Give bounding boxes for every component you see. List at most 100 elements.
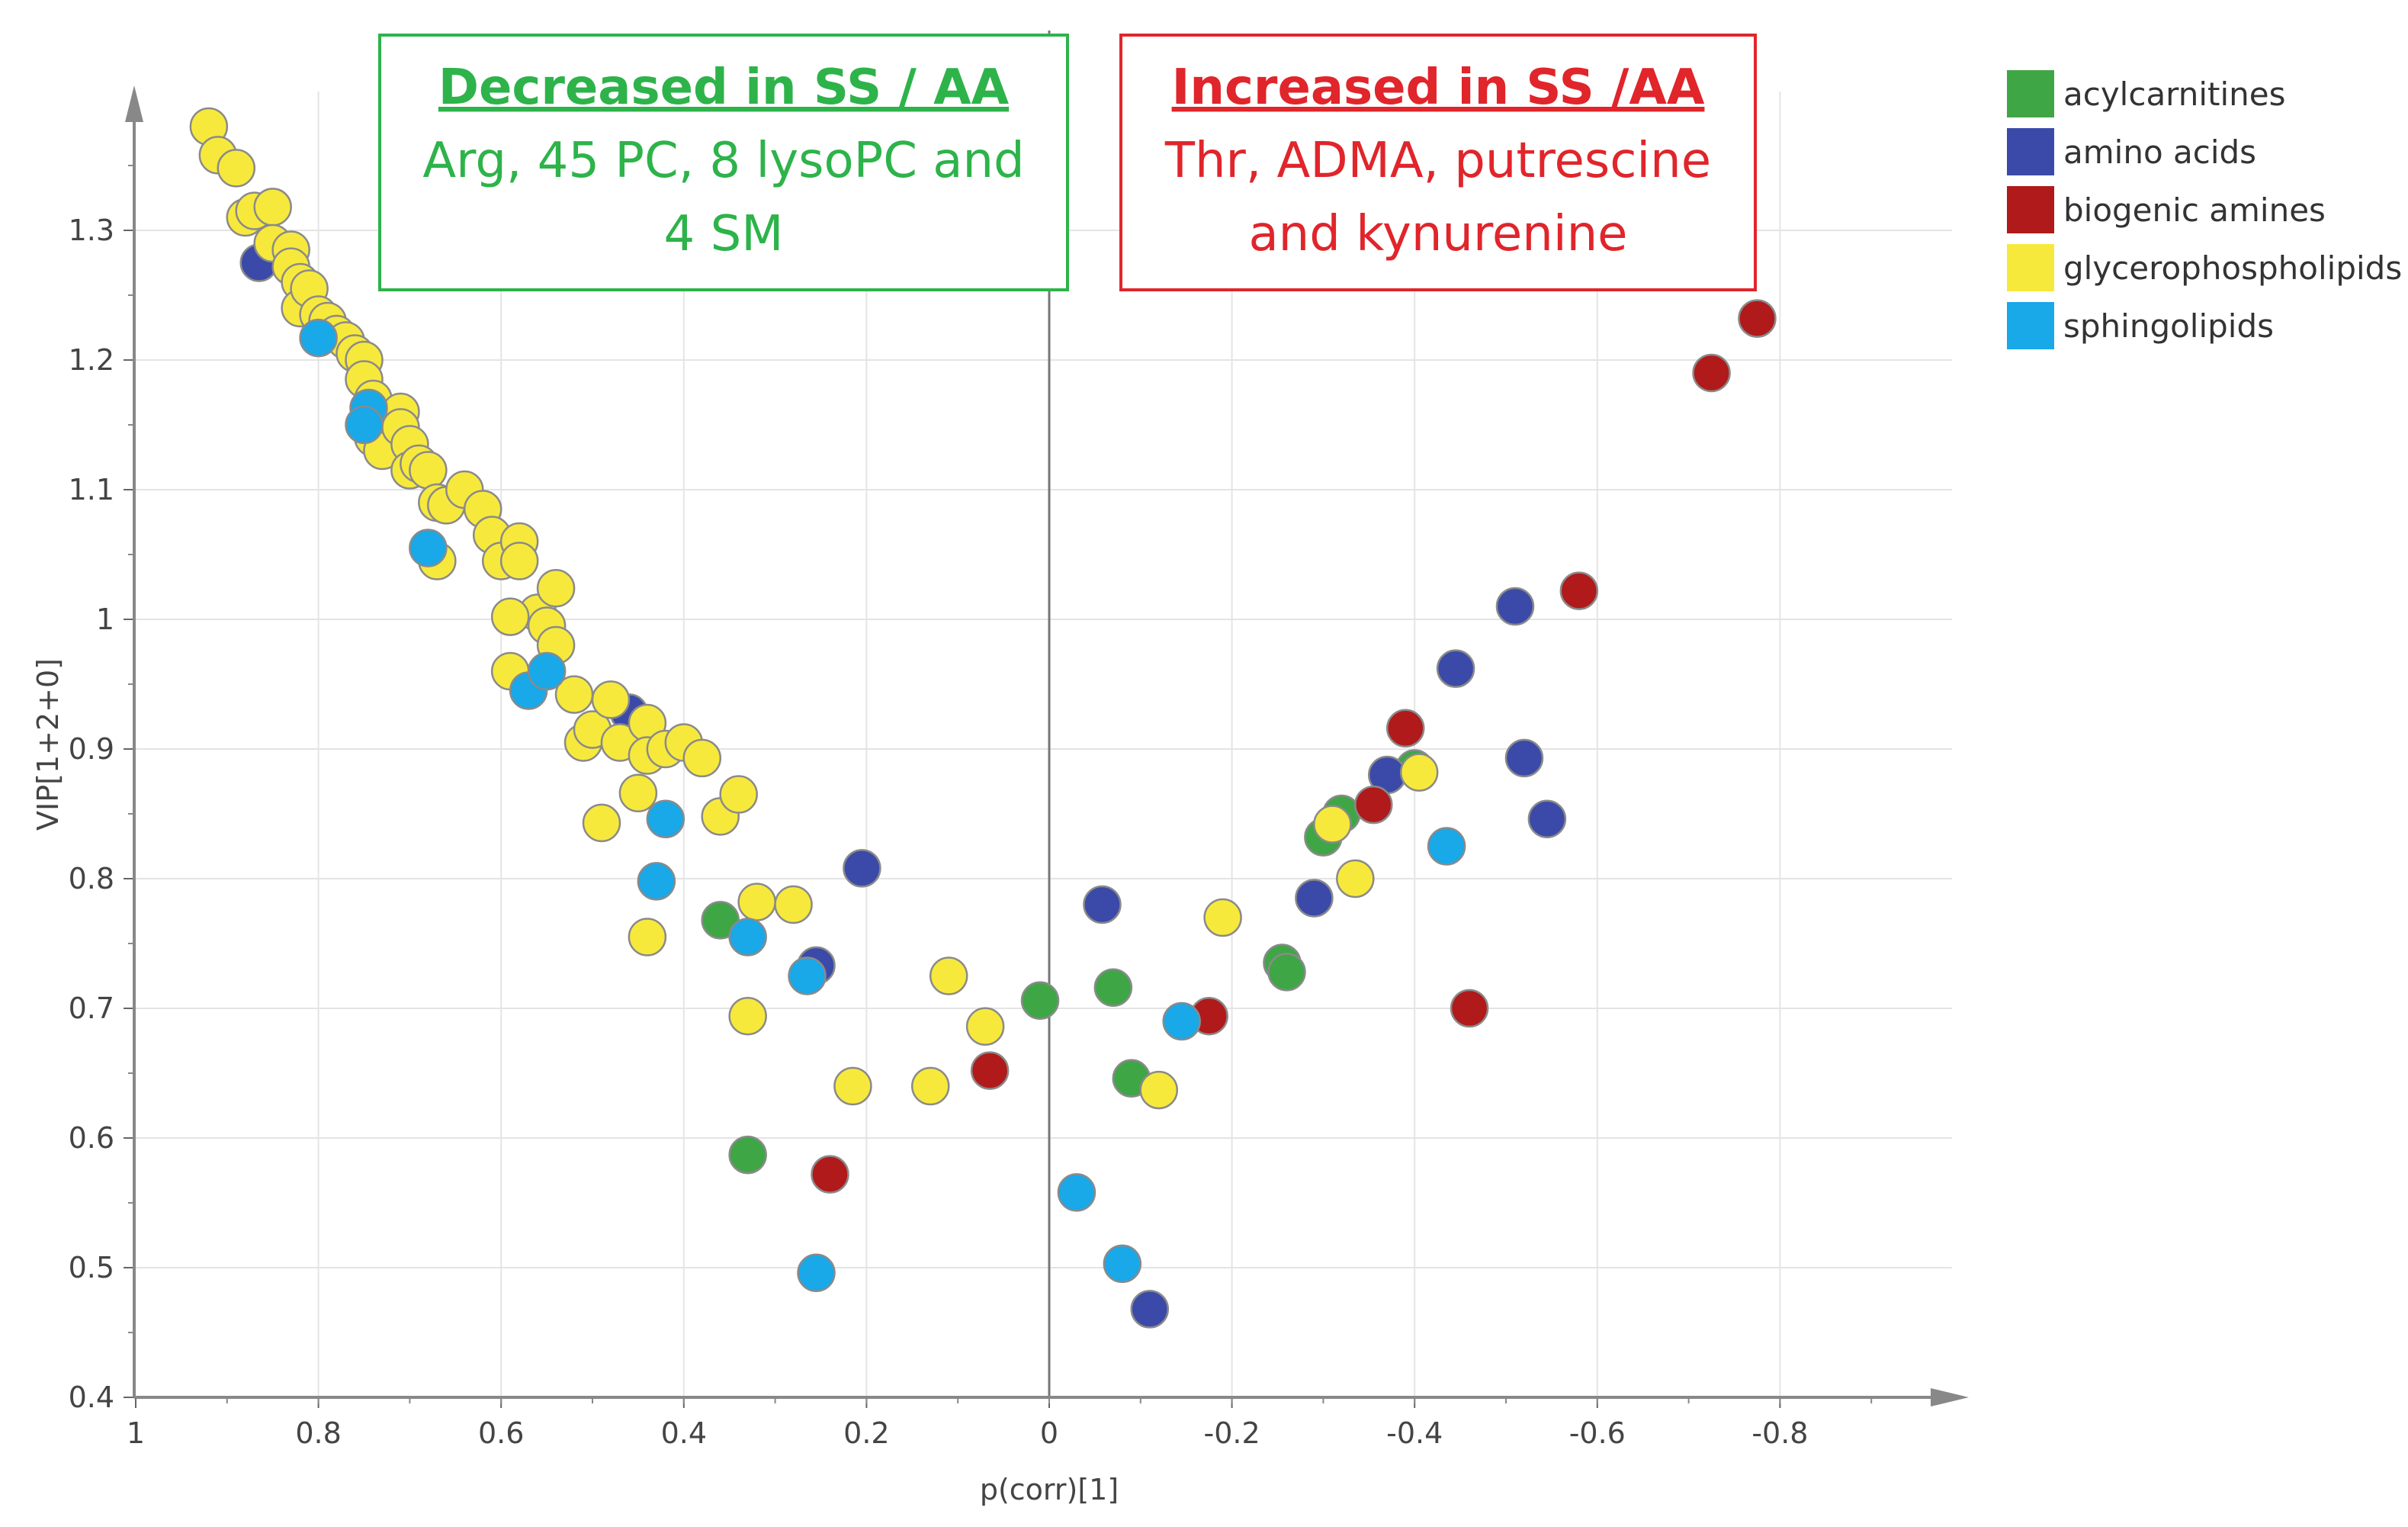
data-point <box>582 803 621 843</box>
data-point <box>774 885 813 924</box>
data-point <box>299 318 338 358</box>
data-point <box>1436 649 1475 688</box>
y-tick-label: 0.7 <box>69 992 114 1025</box>
data-point <box>911 1066 950 1106</box>
data-point <box>1527 799 1567 839</box>
data-point <box>618 773 658 813</box>
data-point <box>1385 709 1425 748</box>
annotation-line: and kynurenine <box>1248 206 1627 262</box>
data-point <box>628 918 667 956</box>
data-point <box>1267 953 1306 992</box>
data-points <box>189 107 1777 1329</box>
data-point <box>591 680 631 719</box>
y-axis-label: VIP[1+2+0] <box>31 658 65 831</box>
annotations: Decreased in SS / AA Arg, 45 PC, 8 lysoPC… <box>378 34 1757 291</box>
data-point <box>646 799 685 839</box>
x-tick-label: 1 <box>127 1416 145 1450</box>
y-tick-label: 1.1 <box>69 473 114 506</box>
annotation-box <box>1119 34 1757 291</box>
y-tick-label: 0.9 <box>69 732 114 766</box>
x-tick-label: 0.8 <box>295 1416 341 1450</box>
data-point <box>728 1135 767 1175</box>
data-point <box>1083 885 1122 924</box>
data-point <box>843 849 881 888</box>
data-point <box>1399 753 1439 792</box>
y-tick-label: 0.5 <box>69 1251 114 1284</box>
data-point <box>1203 898 1242 937</box>
data-point <box>637 862 676 901</box>
y-tick-label: 1 <box>96 603 114 636</box>
x-axis-arrow <box>1931 1388 1969 1406</box>
legend-swatch <box>2007 302 2054 349</box>
data-point <box>409 451 448 490</box>
legend-swatch <box>2007 70 2054 117</box>
y-axis-arrow <box>125 85 143 122</box>
legend-label: amino acids <box>2063 133 2256 171</box>
data-point <box>797 1253 836 1293</box>
y-tick-label: 1.2 <box>69 343 114 377</box>
data-point <box>1354 785 1393 825</box>
data-point <box>811 1155 849 1194</box>
data-point <box>728 996 767 1036</box>
x-axis-label: p(corr)[1] <box>980 1473 1119 1506</box>
annotation-box <box>378 34 1069 291</box>
data-point <box>965 1007 1005 1046</box>
data-point <box>1103 1244 1142 1284</box>
x-tick-label: -0.6 <box>1569 1416 1626 1450</box>
legend: acylcarnitines amino acids biogenic amines… <box>2007 70 2402 349</box>
data-point <box>1295 879 1334 918</box>
data-point <box>728 918 767 956</box>
y-tick-label: 0.6 <box>69 1121 114 1155</box>
legend-label: sphingolipids <box>2063 307 2274 345</box>
y-tick-label: 1.3 <box>69 214 114 247</box>
data-point <box>682 738 722 778</box>
x-tick-label: -0.8 <box>1751 1416 1808 1450</box>
data-point <box>1692 353 1731 393</box>
data-point <box>1504 738 1544 778</box>
data-point <box>1559 571 1599 610</box>
data-point <box>1130 1290 1170 1329</box>
x-tick-label: 0.6 <box>478 1416 524 1450</box>
data-point <box>1057 1173 1096 1212</box>
legend-label: acylcarnitines <box>2063 76 2285 113</box>
x-tick-label: 0.4 <box>661 1416 707 1450</box>
data-point <box>737 882 776 921</box>
annotation-title: Decreased in SS / AA <box>438 59 1010 116</box>
data-point <box>833 1066 872 1106</box>
x-tick-label: 0 <box>1040 1416 1058 1450</box>
data-point <box>1427 827 1466 866</box>
legend-swatch <box>2007 128 2054 175</box>
data-point <box>490 597 530 636</box>
data-point <box>1738 299 1777 338</box>
y-tick-label: 0.4 <box>69 1381 114 1414</box>
data-point <box>1139 1070 1179 1110</box>
legend-label: glycerophospholipids <box>2063 249 2402 287</box>
x-tick-label: -0.2 <box>1204 1416 1260 1450</box>
data-point <box>409 529 448 567</box>
data-point <box>527 651 567 691</box>
data-point <box>1093 968 1133 1008</box>
data-point <box>1336 859 1375 899</box>
data-point <box>217 149 256 188</box>
legend-swatch <box>2007 186 2054 233</box>
legend-swatch <box>2007 244 2054 291</box>
legend-label: biogenic amines <box>2063 191 2326 229</box>
data-point <box>1313 805 1352 844</box>
data-point <box>499 542 539 580</box>
annotation-line: Thr, ADMA, putrescine <box>1164 133 1711 189</box>
data-point <box>1450 989 1489 1028</box>
x-tick-label: 0.2 <box>843 1416 889 1450</box>
data-point <box>1020 981 1060 1021</box>
x-tick-label: -0.4 <box>1386 1416 1443 1450</box>
data-point <box>788 956 827 995</box>
data-point <box>1162 1001 1201 1041</box>
data-point <box>719 775 758 814</box>
data-point <box>536 568 576 608</box>
data-point <box>970 1051 1010 1090</box>
annotation-title: Increased in SS /AA <box>1172 59 1705 116</box>
annotation-line: 4 SM <box>664 206 784 262</box>
data-point <box>929 956 968 995</box>
data-point <box>345 405 384 445</box>
data-point <box>253 188 292 227</box>
